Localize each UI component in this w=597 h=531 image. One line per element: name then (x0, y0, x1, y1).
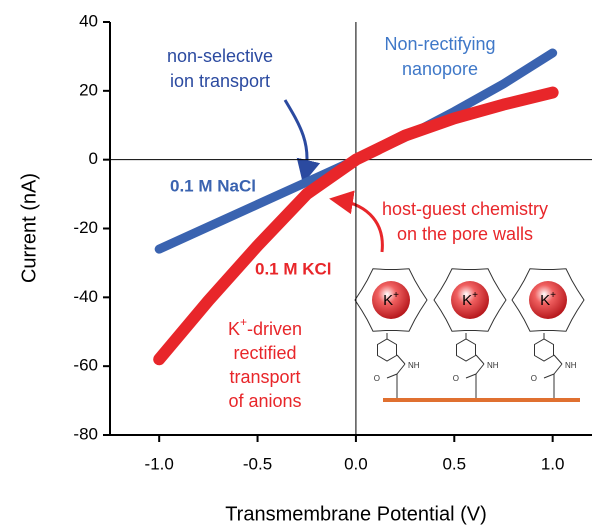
annotation: ion transport (170, 71, 270, 91)
y-tick-label: -60 (73, 356, 98, 375)
annotation-text: -driven (247, 319, 302, 339)
linker (387, 333, 405, 398)
annotation: of anions (228, 391, 301, 411)
ion: K (383, 292, 393, 309)
x-axis-label: Transmembrane Potential (V) (225, 503, 487, 525)
linker (466, 333, 484, 398)
annotation: host-guest chemistry (382, 199, 548, 219)
annotation: non-selective (167, 46, 273, 66)
ion-charge: + (550, 290, 556, 301)
atom-label: NH (408, 361, 420, 370)
y-tick-label: -20 (73, 218, 98, 237)
y-axis-label: Current (nA) (18, 173, 40, 283)
annotation: on the pore walls (397, 224, 533, 244)
atom-label: O (374, 374, 380, 383)
annotation: nanopore (402, 59, 478, 79)
y-tick-label: 40 (79, 11, 98, 30)
benzene (457, 339, 476, 361)
atom-label: O (531, 374, 537, 383)
annotation: rectified (233, 343, 296, 363)
y-tick-label: -40 (73, 287, 98, 306)
ion: K (228, 319, 240, 339)
series-label: 0.1 M NaCl (170, 176, 256, 195)
ion-charge: + (393, 290, 399, 301)
annotation: Non-rectifying (384, 34, 495, 54)
x-tick-label: -1.0 (145, 454, 174, 473)
y-tick-label: 0 (89, 149, 98, 168)
benzene (378, 339, 397, 361)
x-tick-label: 0.0 (344, 454, 368, 473)
atom-label: O (453, 374, 459, 383)
x-tick-label: 0.5 (442, 454, 466, 473)
ion-charge: + (240, 315, 247, 329)
annotation: transport (229, 367, 300, 387)
chart: Current (nA) Transmembrane Potential (V)… (0, 0, 597, 531)
arrow (338, 200, 382, 252)
x-tick-label: -0.5 (243, 454, 272, 473)
benzene (535, 339, 554, 361)
ion: K (462, 292, 472, 309)
atom-label: NH (487, 361, 499, 370)
linker (544, 333, 562, 398)
ion: K (540, 292, 550, 309)
x-tick-label: 1.0 (541, 454, 565, 473)
atom-label: NH (565, 361, 577, 370)
arrow (285, 100, 307, 175)
series-label: 0.1 M KCl (255, 259, 332, 278)
y-tick-label: -80 (73, 424, 98, 443)
annotation: K+-driven (228, 315, 302, 339)
y-tick-label: 20 (79, 80, 98, 99)
ion-charge: + (472, 290, 478, 301)
